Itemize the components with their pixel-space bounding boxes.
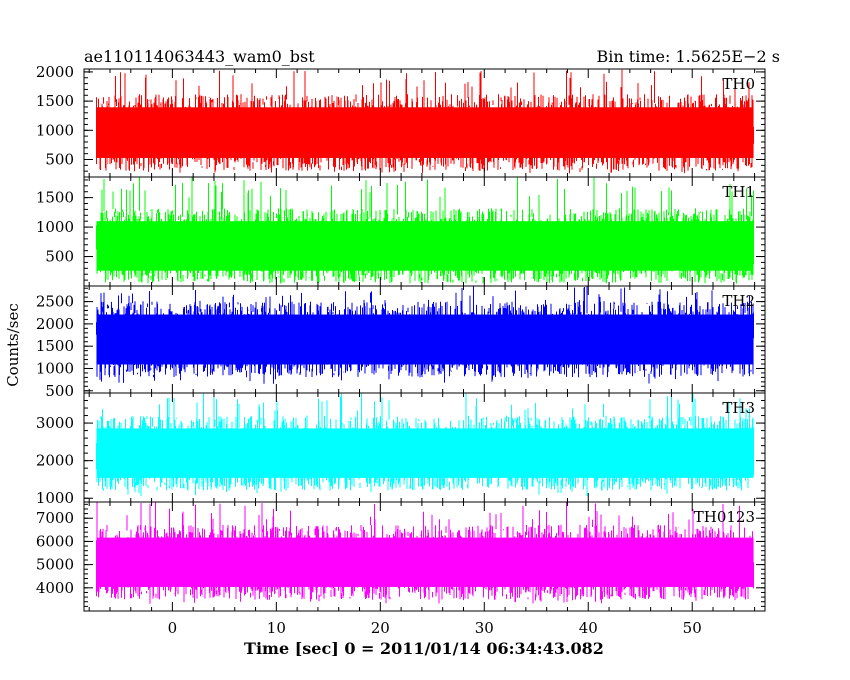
y-tick-label: 2000 bbox=[36, 452, 74, 470]
y-tick-label: 1500 bbox=[36, 92, 74, 110]
y-tick-label: 2000 bbox=[36, 315, 74, 333]
panel-th0: 500 1000 1500 2000 TH0 bbox=[36, 63, 766, 178]
y-tick-label: 4000 bbox=[36, 579, 74, 597]
x-tick-label: 0 bbox=[168, 619, 178, 637]
y-tick-label: 1500 bbox=[36, 189, 74, 207]
y-tick-label: 500 bbox=[45, 150, 74, 168]
y-tick-label: 1000 bbox=[36, 359, 74, 377]
y-tick-label: 1000 bbox=[36, 121, 74, 139]
x-tick-label: 20 bbox=[371, 619, 390, 637]
trace-th1 bbox=[96, 177, 754, 284]
trace-th2 bbox=[96, 286, 754, 384]
y-tick-label: 500 bbox=[45, 248, 74, 266]
y-tick-label: 6000 bbox=[36, 532, 74, 550]
plot-title: ae110114063443_wam0_bst bbox=[84, 47, 315, 66]
x-tick-label: 10 bbox=[267, 619, 286, 637]
panel-label-th0123: TH0123 bbox=[694, 508, 755, 526]
panel-label-th1: TH1 bbox=[722, 183, 755, 201]
y-tick-label: 5000 bbox=[36, 556, 74, 574]
y-tick-label: 1000 bbox=[36, 218, 74, 236]
x-tick-label: 40 bbox=[579, 619, 598, 637]
panel-label-th2: TH2 bbox=[722, 292, 755, 310]
y-tick-label: 3000 bbox=[36, 414, 74, 432]
y-tick-label: 2000 bbox=[36, 63, 74, 81]
panel-label-th3: TH3 bbox=[722, 399, 755, 417]
y-tick-label: 1500 bbox=[36, 337, 74, 355]
bin-time-label: Bin time: 1.5625E−2 s bbox=[597, 47, 780, 66]
trace-th0 bbox=[96, 69, 754, 174]
x-axis-label: Time [sec] 0 = 2011/01/14 06:34:43.082 bbox=[244, 639, 604, 658]
y-tick-label: 1000 bbox=[36, 489, 74, 507]
panel-th2: 500 1000 1500 2000 2500 TH2 bbox=[36, 285, 766, 400]
panel-th0123: 4000 5000 6000 7000 TH0123 bbox=[36, 501, 766, 612]
y-tick-label: 2500 bbox=[36, 293, 74, 311]
y-tick-label: 500 bbox=[45, 382, 74, 400]
y-tick-label: 7000 bbox=[36, 509, 74, 527]
trace-th3 bbox=[96, 393, 754, 497]
panel-label-th0: TH0 bbox=[722, 75, 755, 93]
panel-th3: 1000 2000 3000 TH3 bbox=[36, 392, 766, 507]
x-tick-label: 30 bbox=[475, 619, 494, 637]
y-axis-label: Counts/sec bbox=[4, 303, 22, 387]
x-tick-label: 50 bbox=[683, 619, 702, 637]
trace-th0123 bbox=[96, 502, 754, 604]
panel-th1: 500 1000 1500 TH1 bbox=[36, 176, 766, 287]
panel-frame bbox=[83, 501, 766, 612]
